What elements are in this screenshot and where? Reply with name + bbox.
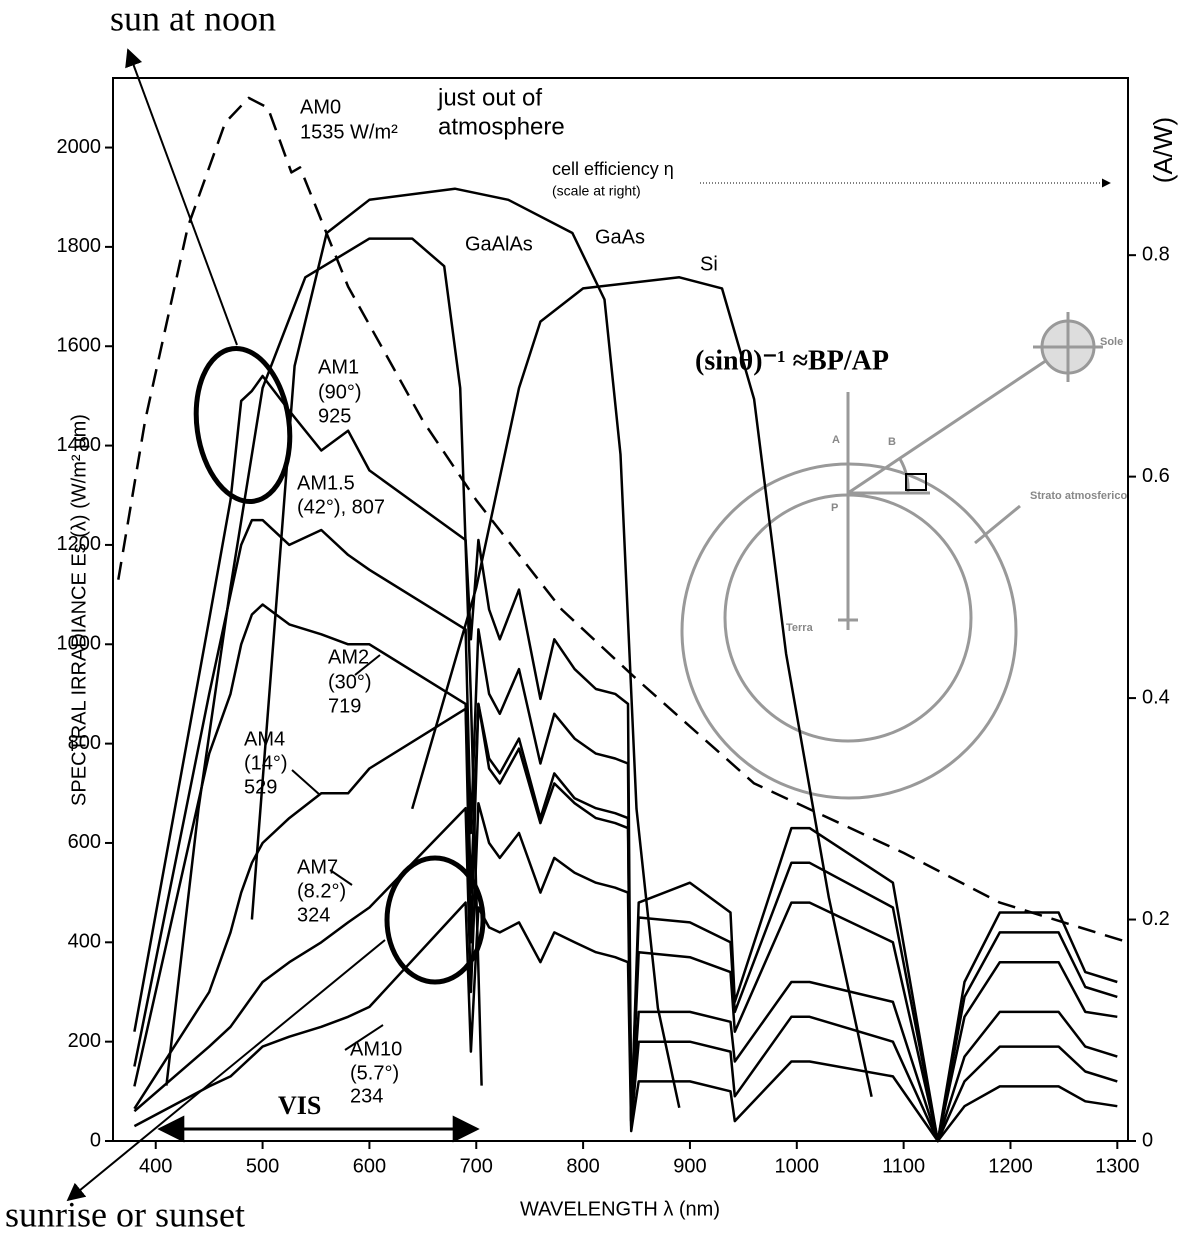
y2-tick-label: 0.2 — [1142, 908, 1170, 930]
y-tick-label: 400 — [68, 931, 101, 953]
annotation: (5.7°) — [350, 1062, 399, 1084]
y2-axis-label: (A/W) — [1148, 117, 1178, 183]
annotation: sunrise or sunset — [5, 1194, 245, 1234]
series-label: AM4 — [244, 728, 285, 750]
x-tick-label: 500 — [246, 1155, 279, 1177]
x-tick-label: 1100 — [882, 1155, 925, 1177]
x-tick-label: 1000 — [775, 1155, 820, 1177]
x-tick-label: 700 — [460, 1155, 493, 1177]
series-label: AM1.5 — [297, 472, 355, 494]
annotation: B — [888, 436, 896, 448]
series-label: AM7 — [297, 856, 338, 878]
arrow — [128, 50, 237, 345]
series-label: AM1 — [318, 356, 359, 378]
series-line — [134, 605, 1117, 1142]
chart: WAVELENGTH λ (nm) SPECTRAL IRRADIANCE Es… — [0, 0, 1189, 1241]
annotation: sun at noon — [110, 0, 276, 38]
annotation: Terra — [786, 622, 814, 634]
annotation: Sole — [1100, 336, 1123, 348]
y2-tick-label: 0.6 — [1142, 465, 1170, 487]
y-tick-label: 2000 — [57, 136, 102, 158]
annotation: VIS — [278, 1091, 321, 1120]
annotation: (sinθ)⁻¹ ≈BP/AP — [695, 345, 889, 376]
annotation: (90°) — [318, 381, 362, 403]
x-axis-label: WAVELENGTH λ (nm) — [520, 1198, 720, 1220]
x-tick-label: 900 — [673, 1155, 706, 1177]
annotation: (8.2°) — [297, 880, 346, 902]
earth-diagram — [682, 312, 1103, 798]
x-tick-label: 1300 — [1095, 1155, 1140, 1177]
series-label: AM0 — [300, 96, 341, 118]
series-label: AM10 — [350, 1038, 402, 1060]
annotation: atmosphere — [438, 113, 565, 140]
y-tick-label: 0 — [90, 1129, 101, 1151]
x-tick-label: 600 — [353, 1155, 386, 1177]
series-label: GaAlAs — [465, 233, 533, 255]
x-tick-label: 1200 — [988, 1155, 1033, 1177]
decorations — [68, 50, 1128, 1200]
annotation: (14°) — [244, 752, 288, 774]
annotation: cell efficiency η — [552, 159, 674, 179]
annotation: 324 — [297, 904, 330, 926]
annotation: 234 — [350, 1085, 383, 1107]
annotation: (30°) — [328, 671, 372, 693]
annotation: 529 — [244, 776, 277, 798]
y-tick-label: 600 — [68, 831, 101, 853]
y2-tick-label: 0 — [1142, 1129, 1153, 1151]
annotation: P — [831, 502, 838, 514]
y-tick-label: 1000 — [57, 633, 102, 655]
x-tick-label: 400 — [139, 1155, 172, 1177]
arrow — [68, 940, 385, 1200]
annotation: A — [832, 434, 840, 446]
y-tick-label: 800 — [68, 732, 101, 754]
annotation: 1535 W/m² — [300, 121, 398, 143]
annotation: Strato atmosferico — [1030, 490, 1127, 502]
x-tick-label: 800 — [566, 1155, 599, 1177]
highlight — [187, 342, 300, 507]
series-line — [412, 277, 871, 1096]
annotation: (42°), 807 — [297, 496, 385, 518]
annotation: just out of — [437, 84, 542, 111]
y-tick-label: 200 — [68, 1030, 101, 1052]
annotation: 925 — [318, 405, 351, 427]
series-label: AM2 — [328, 646, 369, 668]
y-tick-label: 1600 — [57, 335, 102, 357]
y2-tick-label: 0.4 — [1142, 686, 1170, 708]
series-label: GaAs — [595, 226, 645, 248]
annotation: 719 — [328, 695, 361, 717]
y2-tick-label: 0.8 — [1142, 243, 1170, 265]
annotation: (scale at right) — [552, 183, 641, 199]
series-label: Si — [700, 253, 718, 275]
y-tick-label: 1200 — [57, 533, 102, 555]
y-tick-label: 1400 — [57, 434, 102, 456]
y-tick-label: 1800 — [57, 235, 102, 257]
